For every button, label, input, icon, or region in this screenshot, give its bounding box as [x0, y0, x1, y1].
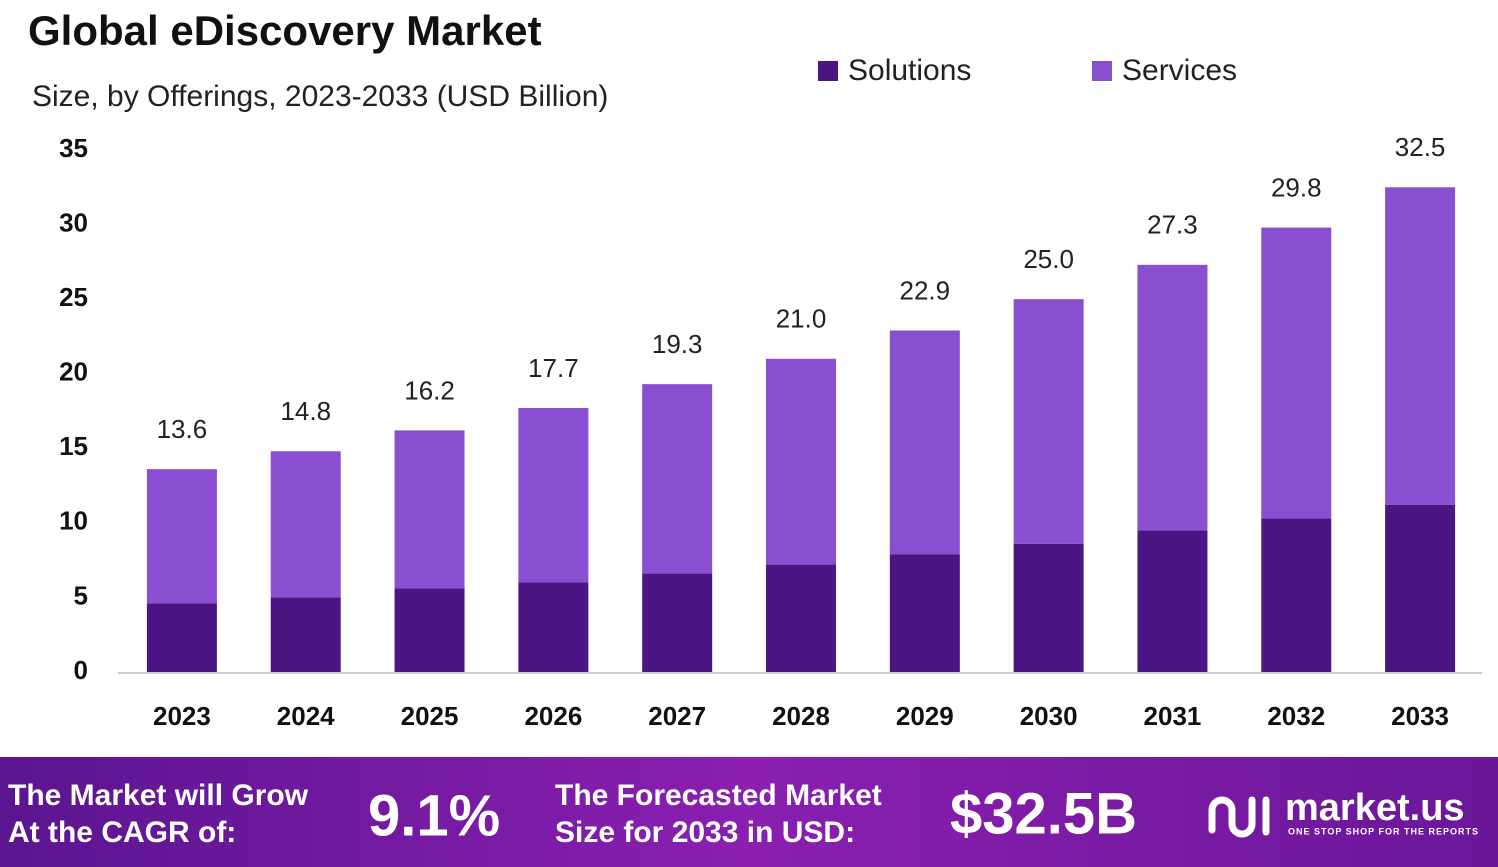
- total-label: 17.7: [528, 353, 579, 383]
- brand: market.us: [1285, 787, 1465, 829]
- footer-banner: [0, 757, 1498, 867]
- bar-segment: [146, 469, 217, 604]
- bar-segment: [270, 451, 341, 598]
- chart-subtitle: Size, by Offerings, 2023-2033 (USD Billi…: [32, 80, 608, 113]
- footer-text: The Market will Grow: [8, 779, 309, 812]
- total-label: 22.9: [900, 275, 951, 305]
- x-tick-label: 2027: [648, 701, 706, 731]
- bar-segment: [642, 573, 713, 672]
- footer-value: 9.1%: [368, 783, 500, 848]
- bar-segment: [1137, 530, 1208, 672]
- bar-segment: [642, 384, 713, 574]
- bar-segment: [1385, 504, 1456, 672]
- x-tick-label: 2026: [524, 701, 582, 731]
- bar-segment: [1013, 299, 1084, 544]
- y-tick-label: 15: [59, 431, 88, 461]
- bar-segment: [889, 330, 960, 555]
- y-tick-label: 0: [74, 655, 88, 685]
- bar-segment: [518, 582, 589, 672]
- bar-segment: [1137, 264, 1208, 531]
- total-label: 13.6: [157, 414, 208, 444]
- bar-segment: [766, 358, 836, 565]
- bar-segment: [1261, 227, 1332, 519]
- total-label: 29.8: [1271, 172, 1322, 202]
- legend-label: Services: [1122, 54, 1237, 87]
- y-tick-label: 20: [59, 357, 88, 387]
- bar-segment: [394, 588, 465, 672]
- total-label: 25.0: [1023, 244, 1074, 274]
- x-tick-label: 2032: [1267, 701, 1325, 731]
- bar-segment: [518, 408, 589, 583]
- logo-icon: [1208, 796, 1270, 838]
- y-tick-label: 35: [59, 133, 88, 163]
- total-label: 16.2: [404, 375, 455, 405]
- bar-segment: [270, 597, 341, 672]
- total-label: 21.0: [776, 304, 827, 334]
- bar-segment: [1385, 187, 1456, 505]
- x-tick-label: 2025: [401, 701, 459, 731]
- total-label: 32.5: [1395, 132, 1446, 162]
- bar-segment: [889, 554, 960, 672]
- footer-value: $32.5B: [950, 781, 1137, 846]
- bar-segment: [394, 430, 465, 589]
- x-tick-label: 2024: [277, 701, 335, 731]
- footer-text: At the CAGR of:: [8, 816, 236, 849]
- y-tick-label: 5: [74, 580, 88, 610]
- total-label: 27.3: [1147, 210, 1198, 240]
- bar-segment: [1013, 543, 1084, 672]
- total-label: 14.8: [280, 396, 331, 426]
- bar-segment: [146, 603, 217, 672]
- legend-label: Solutions: [848, 54, 971, 87]
- bar-segment: [766, 564, 836, 672]
- legend-swatch: [818, 61, 838, 81]
- x-tick-label: 2031: [1144, 701, 1202, 731]
- total-label: 19.3: [652, 329, 703, 359]
- x-tick-label: 2029: [896, 701, 954, 731]
- x-tick-label: 2023: [153, 701, 211, 731]
- chart-title: Global eDiscovery Market: [28, 7, 542, 54]
- x-tick-label: 2030: [1020, 701, 1078, 731]
- y-tick-label: 25: [59, 282, 88, 312]
- tagline: ONE STOP SHOP FOR THE REPORTS: [1288, 826, 1479, 836]
- bar-segment: [1261, 518, 1332, 672]
- y-tick-label: 30: [59, 207, 88, 237]
- y-tick-label: 10: [59, 506, 88, 536]
- footer-text: The Forecasted Market: [555, 779, 882, 812]
- x-tick-label: 2033: [1391, 701, 1449, 731]
- legend-swatch: [1092, 61, 1112, 81]
- footer-text: Size for 2033 in USD:: [555, 816, 855, 849]
- x-tick-label: 2028: [772, 701, 830, 731]
